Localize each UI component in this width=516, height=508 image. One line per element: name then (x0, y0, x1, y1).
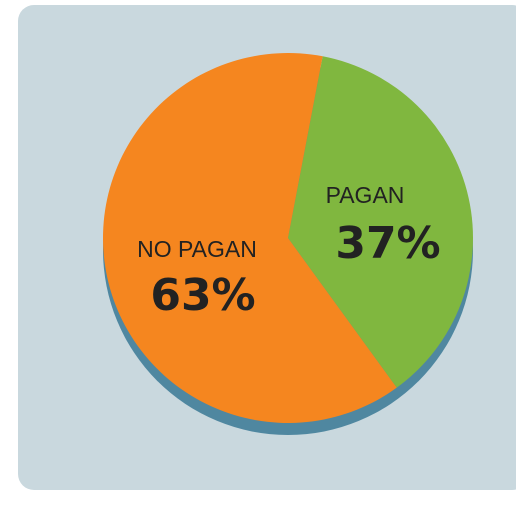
slice-name: NO PAGAN (137, 236, 257, 262)
slice-value: 63% (150, 270, 255, 321)
slice (288, 56, 474, 388)
pie (103, 53, 474, 423)
labels: PAGAN 37% NO PAGAN 63% (137, 182, 441, 321)
slice (103, 53, 397, 423)
slice-name: PAGAN (326, 182, 405, 208)
slice-value: 37% (335, 218, 440, 269)
